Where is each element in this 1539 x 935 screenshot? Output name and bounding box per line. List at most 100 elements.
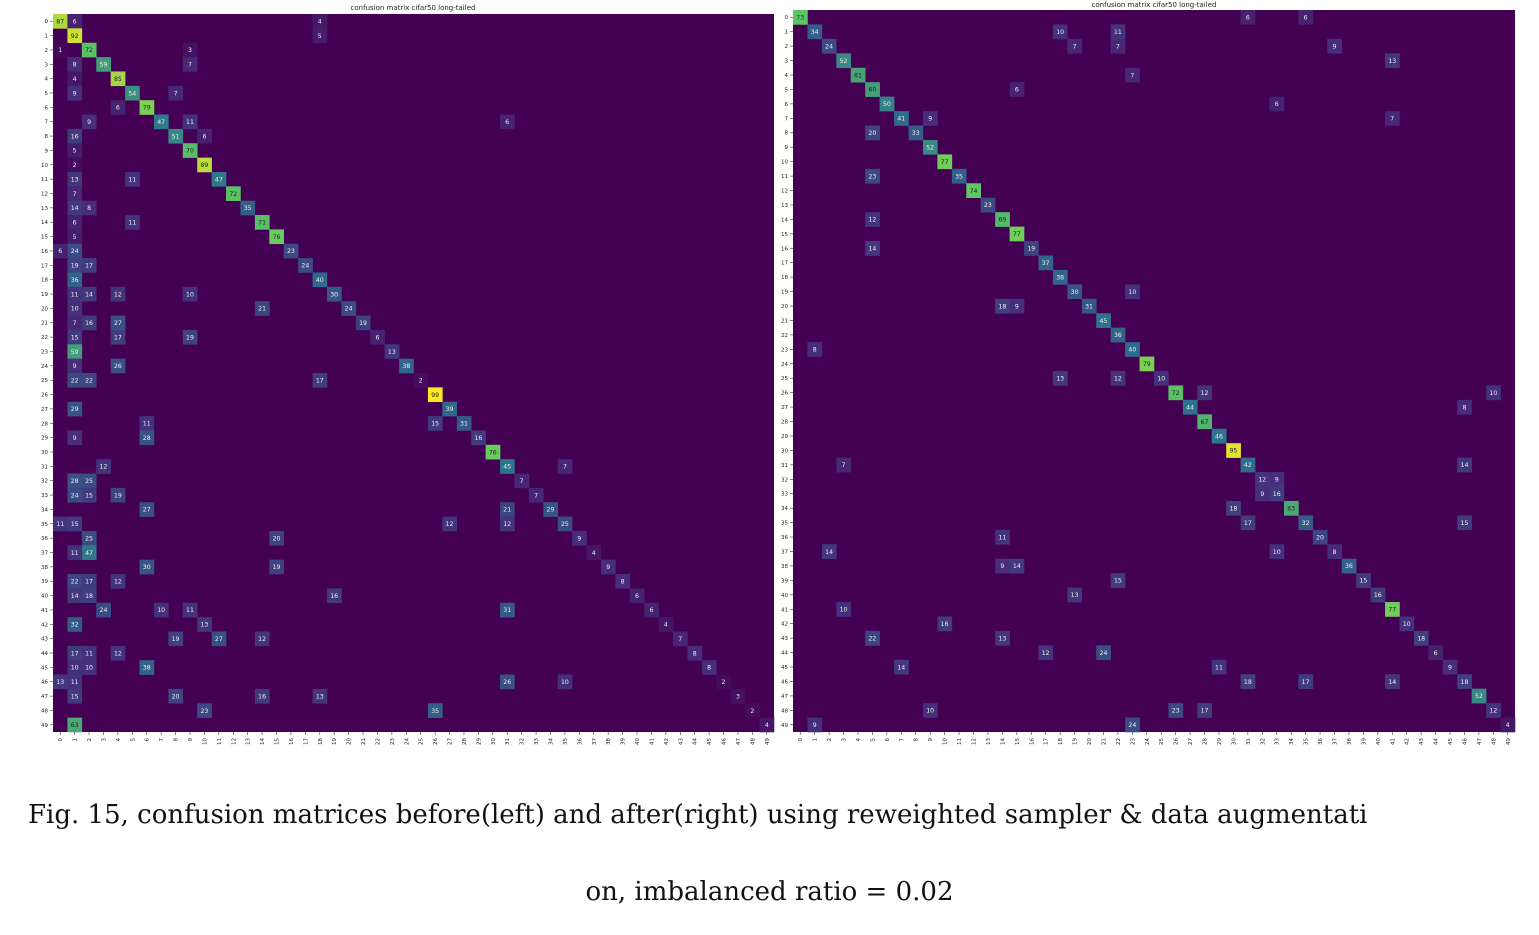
cell-value-label: 11 [1215, 664, 1223, 671]
y-tick-label: 14 [781, 217, 788, 223]
heatmap-cell [197, 617, 212, 632]
x-tick-label: 32 [520, 738, 526, 745]
cell-value-label: 38 [143, 665, 151, 672]
cell-value-label: 23 [984, 202, 992, 209]
cell-value-label: 15 [431, 421, 439, 428]
cell-value-label: 12 [114, 579, 122, 586]
heatmap-cell [1125, 342, 1140, 357]
heatmap-cell [850, 67, 866, 83]
cell-value-label: 79 [1143, 361, 1151, 368]
x-tick-label: 19 [332, 738, 338, 745]
heatmap-cell [312, 14, 328, 29]
heatmap-cell [67, 617, 83, 632]
heatmap-cell [1486, 703, 1501, 718]
cell-value-label: 10 [1403, 621, 1411, 628]
y-tick-label: 31 [781, 463, 788, 469]
heatmap-cell [96, 459, 111, 474]
heatmap-cell [226, 186, 241, 201]
y-tick-label: 5 [45, 91, 49, 97]
heatmap-cell [1457, 457, 1472, 473]
heatmap-cell [96, 57, 111, 72]
cell-value-label: 46 [1215, 433, 1223, 440]
cell-value-label: 72 [1172, 390, 1180, 397]
y-tick-label: 28 [41, 421, 48, 427]
cell-value-label: 7 [174, 90, 178, 97]
heatmap-cell [807, 717, 823, 733]
heatmap-cell [341, 301, 357, 316]
cell-value-label: 9 [87, 119, 91, 126]
x-tick-label: 6 [885, 738, 891, 742]
cell-value-label: 7 [563, 464, 567, 471]
cell-value-label: 63 [71, 722, 79, 729]
y-tick-label: 9 [785, 145, 789, 151]
heatmap-cell [81, 258, 97, 273]
heatmap-cell [500, 114, 515, 130]
y-tick-label: 17 [41, 263, 48, 269]
x-tick-label: 30 [491, 738, 497, 745]
x-tick-label: 42 [1405, 738, 1411, 745]
y-tick-label: 36 [41, 536, 48, 542]
heatmap-cell [153, 114, 169, 130]
cell-value-label: 14 [71, 593, 79, 600]
chart-title-before: confusion matrix cifar50 long-tailed [351, 4, 476, 12]
cell-value-label: 6 [58, 248, 62, 255]
cell-value-label: 69 [998, 217, 1006, 224]
cell-value-label: 19 [186, 334, 194, 341]
heatmap-cell [1298, 674, 1314, 689]
heatmap-cell [67, 186, 83, 201]
heatmap-cell [67, 645, 83, 661]
y-tick-label: 40 [781, 593, 788, 599]
heatmap-cell [1341, 558, 1357, 574]
y-tick-label: 12 [781, 189, 788, 195]
heatmap-cell [995, 529, 1010, 545]
cell-value-label: 22 [868, 635, 876, 642]
cell-value-label: 10 [186, 291, 194, 298]
heatmap-cell [125, 171, 140, 187]
heatmap-cell [182, 286, 198, 302]
heatmap-cell [1067, 284, 1083, 300]
y-tick-label: 0 [785, 15, 789, 21]
cell-value-label: 45 [1100, 318, 1108, 325]
heatmap-cell [1226, 443, 1241, 458]
cell-value-label: 77 [1013, 231, 1021, 238]
heatmap-cell [67, 329, 83, 345]
y-tick-label: 26 [41, 393, 48, 399]
y-tick-label: 38 [41, 565, 48, 571]
cell-value-label: 12 [1489, 708, 1497, 715]
heatmap-cell [543, 502, 558, 517]
heatmap-cell [139, 430, 155, 446]
heatmap-cell [67, 85, 83, 101]
heatmap-cell [1385, 53, 1400, 69]
cell-value-label: 18 [1461, 679, 1469, 686]
heatmap-cell [745, 703, 760, 718]
x-tick-label: 2 [87, 738, 93, 742]
cell-value-label: 4 [664, 622, 668, 629]
cell-value-label: 8 [693, 650, 697, 657]
heatmap-cell [1110, 38, 1126, 54]
heatmap-cell [1139, 356, 1155, 372]
heatmap-cell [442, 516, 458, 532]
heatmap-cell [1009, 558, 1025, 574]
heatmap-cell [759, 717, 775, 733]
x-tick-label: 12 [972, 738, 978, 745]
cell-value-label: 6 [1304, 15, 1308, 22]
cell-value-label: 7 [1073, 43, 1077, 50]
x-tick-label: 16 [289, 738, 295, 745]
cell-value-label: 15 [1461, 520, 1469, 527]
y-tick-label: 26 [781, 391, 788, 397]
cell-value-label: 20 [172, 693, 180, 700]
heatmap-cell [879, 96, 895, 112]
cell-value-label: 44 [1186, 404, 1194, 411]
cell-value-label: 6 [375, 334, 379, 341]
x-tick-label: 48 [1491, 738, 1497, 745]
heatmap-cell [615, 574, 631, 589]
cell-value-label: 77 [941, 159, 949, 166]
cell-value-label: 11 [71, 550, 79, 557]
y-tick-label: 33 [781, 492, 788, 498]
heatmap-cell [125, 215, 140, 230]
cell-value-label: 16 [474, 435, 482, 442]
y-tick-label: 18 [41, 278, 48, 284]
cell-value-label: 12 [868, 217, 876, 224]
heatmap-cell [81, 545, 97, 560]
cell-value-label: 18 [85, 593, 93, 600]
